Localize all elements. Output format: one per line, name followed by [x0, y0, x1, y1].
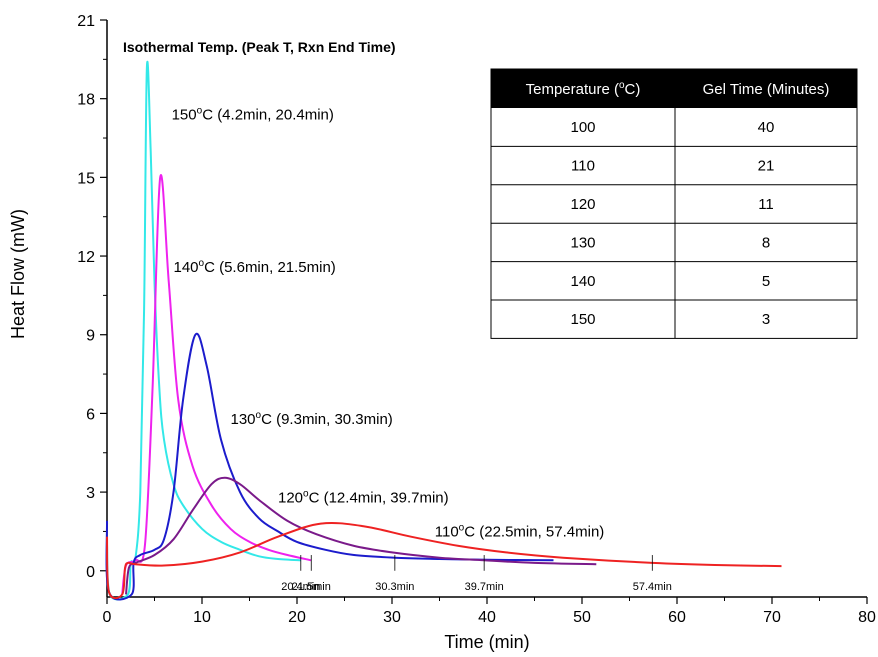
table-cell-temperature: 150	[570, 311, 595, 328]
table-header-bg	[491, 69, 857, 108]
series-line-150	[106, 60, 301, 601]
x-tick-label: 40	[478, 609, 496, 626]
y-tick-label: 12	[77, 249, 95, 266]
x-tick-label: 0	[103, 609, 112, 626]
x-axis-label: Time (min)	[444, 632, 529, 652]
series-line-140	[121, 174, 312, 595]
series-label-120: 120oC (12.4min, 39.7min)	[278, 489, 449, 507]
y-tick-label: 0	[86, 564, 95, 581]
series-line-120	[125, 476, 597, 595]
y-tick-label: 3	[86, 485, 95, 502]
table-cell-gel-time: 11	[758, 196, 774, 213]
x-tick-label: 10	[193, 609, 211, 626]
end-marker-label: 57.4min	[633, 581, 672, 593]
end-marker-label: 39.7min	[465, 581, 504, 593]
series-label-130: 130oC (9.3min, 30.3min)	[231, 410, 393, 428]
curves	[105, 60, 782, 601]
end-marker-label: 20.4min	[281, 581, 320, 593]
table-cell-gel-time: 3	[762, 311, 770, 328]
series-label-150: 150oC (4.2min, 20.4min)	[172, 106, 334, 124]
y-tick-label: 15	[77, 170, 95, 187]
axes: 0 3 6 9 12 15 18 21 0 10 20 30 40 50 60 70 80	[77, 13, 876, 626]
x-tick-label: 80	[858, 609, 876, 626]
x-tick-label: 50	[573, 609, 591, 626]
table-cell-temperature: 140	[570, 273, 595, 290]
table-cell-temperature: 120	[570, 196, 595, 213]
x-tick-label: 70	[763, 609, 781, 626]
series-line-110	[106, 521, 782, 600]
end-marker-label: 21.5min	[292, 581, 331, 593]
table-cell-temperature: 110	[571, 158, 595, 175]
y-axis-label: Heat Flow (mW)	[8, 209, 28, 339]
x-tick-label: 20	[288, 609, 306, 626]
table-cell-gel-time: 5	[762, 273, 770, 290]
y-tick-label: 6	[86, 406, 95, 423]
series-label-110: 110oC (22.5min, 57.4min)	[435, 523, 605, 541]
end-marker-label: 30.3min	[375, 581, 414, 593]
table-cell-gel-time: 40	[758, 119, 775, 136]
table-header-temperature: Temperature (oC)	[526, 80, 641, 98]
x-tick-label: 30	[383, 609, 401, 626]
y-tick-label: 18	[77, 92, 95, 109]
table-cell-gel-time: 21	[758, 158, 775, 175]
series-label-140: 140oC (5.6min, 21.5min)	[174, 258, 336, 276]
curve-labels: 150oC (4.2min, 20.4min) 140oC (5.6min, 21…	[172, 106, 605, 541]
table-cell-temperature: 100	[570, 119, 595, 136]
table-cell-temperature: 130	[570, 234, 595, 251]
table-border	[490, 68, 858, 339]
gel-time-table: Temperature (oC) Gel Time (Minutes) 100 40 1…	[490, 68, 858, 339]
series-line-130	[105, 332, 554, 601]
x-tick-label: 60	[668, 609, 686, 626]
y-tick-label: 21	[77, 13, 95, 30]
y-tick-label: 9	[86, 328, 95, 345]
chart-title: Isothermal Temp. (Peak T, Rxn End Time)	[123, 39, 396, 55]
table-cell-gel-time: 8	[762, 234, 770, 251]
table-header-gel-time: Gel Time (Minutes)	[703, 81, 830, 98]
